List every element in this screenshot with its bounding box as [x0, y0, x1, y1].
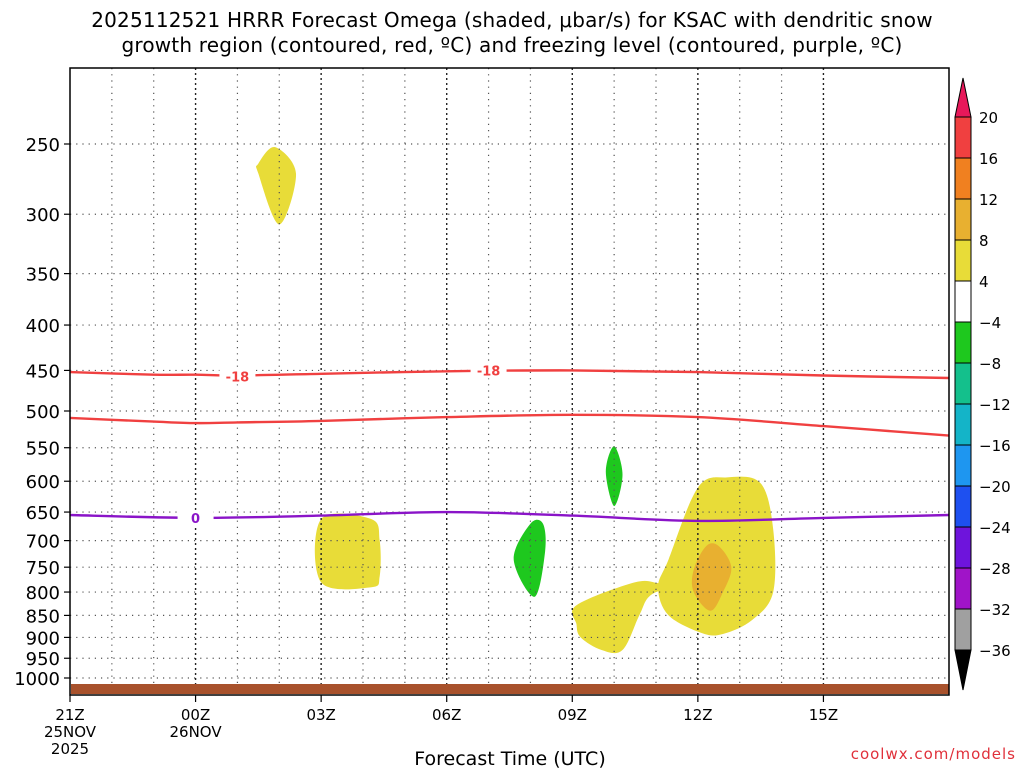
colorbar-segment — [954, 198, 972, 241]
colorbar-segment — [954, 403, 972, 446]
contour-label-bg — [177, 509, 214, 526]
grid-layer — [70, 68, 949, 684]
y-tick-label: 600 — [26, 472, 60, 493]
colorbar-tick-label: −8 — [979, 355, 1001, 373]
colorbar-segment — [954, 526, 972, 569]
colorbar-tick-label: −20 — [979, 478, 1011, 496]
colorbar-top-arrow — [954, 77, 972, 118]
colorbar-segment — [954, 485, 972, 528]
colorbar-tick-label: −16 — [979, 437, 1011, 455]
colorbar-bottom-arrow — [954, 649, 972, 691]
colorbar-tick-label: −24 — [979, 519, 1011, 537]
y-tick-label: 700 — [26, 532, 60, 553]
omega-shading-layer — [256, 146, 776, 654]
plot-frame — [69, 67, 950, 696]
y-tick-label: 450 — [26, 361, 60, 382]
y-tick-label: 400 — [26, 316, 60, 337]
colorbar-tick-label: 4 — [979, 273, 989, 291]
x-tick-date: 26NOV — [170, 723, 223, 741]
x-tick-year: 2025 — [51, 740, 89, 758]
x-tick-label: 00Z — [181, 706, 210, 724]
y-tick-label: 650 — [26, 503, 60, 524]
colorbar-tick-label: 8 — [979, 232, 989, 250]
colorbar-segment — [954, 321, 972, 364]
x-tick-label: 03Z — [306, 706, 335, 724]
y-tick-label: 950 — [26, 649, 60, 670]
colorbar-tick-label: 20 — [979, 109, 998, 127]
y-tick-label: 750 — [26, 558, 60, 579]
colorbar-segment — [954, 116, 972, 159]
omega-region-yellow-upper — [256, 146, 297, 225]
y-tick-label: 850 — [26, 606, 60, 627]
omega-region-green-small — [605, 446, 623, 507]
colorbar-segment — [954, 608, 972, 651]
x-axis-label: Forecast Time (UTC) — [414, 748, 605, 768]
colorbar-tick-label: −28 — [979, 560, 1011, 578]
colorbar-tick-label: −36 — [979, 642, 1011, 660]
y-tick-label: 500 — [26, 402, 60, 423]
y-tick-label: 800 — [26, 583, 60, 604]
y-tick-label: 1000 — [14, 669, 60, 690]
colorbar-segment — [954, 362, 972, 405]
colorbar-segment — [954, 567, 972, 610]
colorbar-segment — [954, 239, 972, 282]
chart-title-line-1: 2025112521 HRRR Forecast Omega (shaded, … — [91, 8, 933, 32]
x-tick-label: 15Z — [809, 706, 838, 724]
ground-strip — [71, 684, 949, 694]
contour-label-bg — [470, 362, 507, 379]
x-tick-date: 25NOV — [44, 723, 97, 741]
contour-label-bg — [219, 368, 256, 385]
x-tick-label: 09Z — [558, 706, 587, 724]
colorbar-tick-label: −32 — [979, 601, 1011, 619]
contour-label: -18 — [477, 364, 501, 379]
colorbar-segment — [954, 280, 972, 323]
colorbar-tick-label: 12 — [979, 191, 998, 209]
x-tick-label: 06Z — [432, 706, 461, 724]
dendritic-top-contour — [69, 369, 950, 380]
colorbar: 20 16 12 8 4 −4 −8 −12 −16 −20 −24 −28 −32 −36 — [954, 77, 1011, 691]
dendritic-bottom-contour — [69, 413, 950, 437]
pressure-axis: 2503003504004505005506006507007508008509… — [14, 135, 70, 690]
credit-text: coolwx.com/models — [850, 745, 1016, 763]
colorbar-tick-label: −12 — [979, 396, 1011, 414]
y-tick-label: 350 — [26, 265, 60, 286]
y-tick-label: 300 — [26, 205, 60, 226]
chart-title-line-2: growth region (contoured, red, ºC) and f… — [121, 33, 903, 57]
colorbar-segment — [954, 444, 972, 487]
contour-label: -18 — [226, 370, 250, 385]
omega-region-yellow-mid-left — [314, 513, 381, 590]
contour-layer: -18 -18 0 — [69, 362, 950, 527]
colorbar-tick-label: −4 — [979, 314, 1001, 332]
omega-region-yellow-bottom — [571, 580, 686, 654]
colorbar-tick-label: 16 — [979, 150, 998, 168]
x-tick-label: 21Z — [55, 706, 84, 724]
y-tick-label: 550 — [26, 439, 60, 460]
y-tick-label: 250 — [26, 135, 60, 156]
y-tick-label: 900 — [26, 628, 60, 649]
omega-region-green-mid — [513, 519, 546, 597]
contour-label: 0 — [191, 512, 200, 527]
x-tick-label: 12Z — [683, 706, 712, 724]
colorbar-segment — [954, 157, 972, 200]
omega-region-orange-right — [691, 543, 732, 611]
